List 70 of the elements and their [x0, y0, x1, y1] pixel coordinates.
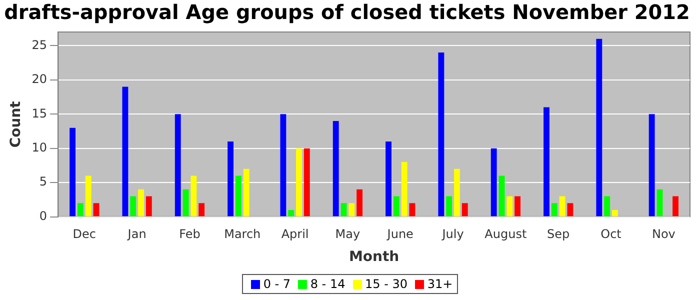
y-axis-title: Count [8, 100, 24, 148]
bar [498, 176, 505, 216]
x-tick-label: Feb [179, 227, 200, 242]
x-tick-label: August [484, 227, 527, 242]
bar [122, 86, 128, 216]
y-tick-label: 5 [39, 174, 48, 189]
bar [228, 142, 234, 216]
bar [401, 162, 408, 216]
chart-title: drafts-approval Age groups of closed tickets November 2012 [4, 0, 690, 24]
bar [304, 148, 310, 216]
x-tick-label: April [281, 227, 309, 242]
bar [190, 176, 197, 216]
x-tick-label: July [441, 227, 464, 242]
y-tick-label: 10 [32, 140, 48, 154]
bar [551, 203, 558, 216]
bar [130, 196, 136, 216]
bar [93, 203, 100, 216]
bar [340, 203, 347, 216]
x-tick-label: Sep [547, 227, 570, 242]
bar [648, 114, 655, 216]
bar [235, 176, 242, 216]
bar [612, 210, 618, 216]
x-tick-label: Oct [600, 227, 622, 242]
bar [567, 203, 574, 216]
x-tick-label: May [335, 227, 360, 242]
bar [544, 107, 550, 216]
bar [332, 120, 339, 216]
bar [462, 203, 468, 216]
bar [182, 189, 189, 216]
bar [438, 52, 444, 216]
x-tick-label: Jan [126, 227, 146, 242]
y-tick-label: 25 [32, 38, 48, 52]
bar [356, 189, 363, 216]
legend-label: 15 - 30 [365, 277, 408, 291]
x-tick-label: March [224, 227, 261, 242]
legend-label: 0 - 7 [263, 277, 291, 291]
bar [506, 196, 513, 216]
legend-label: 8 - 14 [310, 277, 346, 291]
bar [280, 114, 286, 216]
bar [604, 196, 610, 216]
bar [559, 196, 566, 216]
y-tick-label: 15 [32, 106, 48, 120]
bar [138, 189, 144, 216]
bar [446, 196, 452, 216]
bar [409, 203, 416, 216]
bar [198, 203, 205, 216]
x-tick-label: Dec [72, 227, 96, 242]
x-tick-label: June [386, 227, 414, 242]
bar [393, 196, 400, 216]
bar [348, 203, 355, 216]
x-tick-label: Nov [652, 227, 676, 242]
y-tick-label: 20 [32, 72, 48, 86]
bar [296, 148, 302, 216]
bar [386, 142, 392, 216]
bar [243, 168, 250, 216]
x-axis-title: Month [348, 249, 400, 266]
bar [454, 168, 460, 216]
legend-label: 31+ [427, 277, 453, 291]
bar [596, 38, 602, 216]
y-tick-label: 0 [39, 208, 48, 223]
bar [514, 196, 520, 216]
bar [85, 176, 92, 216]
bar [490, 148, 497, 216]
bar [146, 196, 152, 216]
bar [288, 210, 294, 216]
bar [672, 196, 678, 216]
bar [77, 203, 84, 216]
bar [174, 114, 181, 216]
bar [70, 128, 76, 216]
bar [656, 189, 663, 216]
